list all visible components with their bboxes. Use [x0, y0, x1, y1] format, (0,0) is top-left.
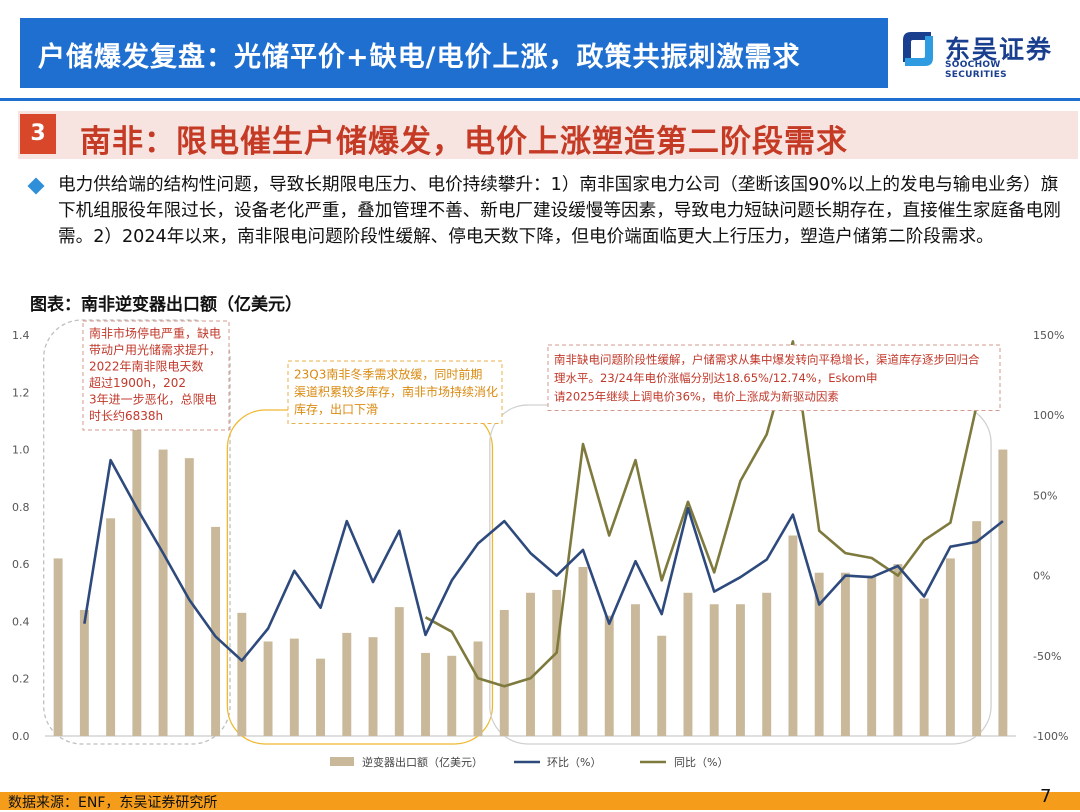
region-outline-crisis	[43, 319, 231, 745]
section-number: 3	[20, 114, 56, 154]
annotation-line: 南非缺电问题阶段性缓解，户储需求从集中爆发转向平稳增长，渠道库存逐步回归合	[554, 353, 980, 367]
annotation-line: 3年进一步恶化，总限电	[89, 393, 217, 407]
annotation-text: 23Q3南非冬季需求放缓，同时前期渠道积累较多库存，南非市场持续消化库存，出口下…	[294, 367, 498, 417]
annotation-box	[547, 344, 1001, 411]
bar-export-value	[53, 558, 63, 736]
section-banner	[18, 111, 1078, 159]
annotation-line: 请2025年继续上调电价36%，电价上涨成为新驱动因素	[554, 390, 839, 404]
right-axis-tick-label: -50%	[1033, 650, 1061, 663]
bar-export-value	[604, 615, 614, 736]
bar-export-value	[683, 592, 693, 736]
annotation-box	[287, 360, 503, 424]
bar-export-value	[919, 598, 929, 736]
annotation-text: 南非市场停电严重，缺电带动户用光储需求提升， 2022年南非限电天数超过1900h…	[89, 326, 221, 424]
bar-export-value	[316, 658, 326, 736]
bar-export-value	[368, 637, 378, 736]
left-axis-tick-label: 0.6	[12, 558, 30, 571]
annotation-line: 理水平。23/24年电价涨幅分别达18.65%/12.74%，Eskom申	[554, 371, 877, 385]
left-axis-tick-label: 1.0	[12, 444, 30, 457]
legend-label: 环比（%）	[547, 756, 601, 769]
left-axis-tick-label: 0.4	[12, 615, 30, 628]
annotation-line: 带动户用光储需求提升，	[89, 342, 221, 357]
bar-export-value	[840, 572, 850, 736]
legend-swatch-bar	[330, 757, 354, 766]
bar-export-value	[867, 575, 877, 736]
annotation-destock: 23Q3南非冬季需求放缓，同时前期渠道积累较多库存，南非市场持续消化库存，出口下…	[287, 360, 503, 424]
bar-export-value	[552, 589, 562, 736]
right-axis-tick-label: 50%	[1033, 489, 1057, 502]
bar-export-value	[788, 535, 798, 736]
header-bar	[20, 18, 888, 88]
bar-export-value	[709, 604, 719, 736]
bar-export-value	[79, 609, 89, 736]
annotation-line: 南非市场停电严重，缺电	[89, 326, 221, 341]
left-axis-tick-label: 0.2	[12, 673, 30, 686]
bar-export-value	[447, 655, 457, 736]
bar-export-value	[473, 641, 483, 736]
bar-export-value	[998, 449, 1008, 736]
footer-bar	[0, 792, 1080, 810]
right-axis-tick-label: 100%	[1033, 409, 1064, 422]
bar-export-value	[762, 592, 772, 736]
line-yoy-series	[424, 340, 978, 688]
bar-export-value	[106, 518, 116, 736]
bar-export-value	[394, 607, 404, 736]
bar-export-value	[263, 641, 273, 736]
right-axis-tick-label: 0%	[1033, 570, 1050, 583]
bullet-diamond-icon	[27, 177, 45, 195]
annotation-price: 南非缺电问题阶段性缓解，户储需求从集中爆发转向平稳增长，渠道库存逐步回归合理水平…	[547, 344, 1001, 411]
page-title: 户储爆发复盘：光储平价+缺电/电价上涨，政策共振刺激需求	[38, 42, 801, 73]
left-axis-tick-label: 0.8	[12, 501, 30, 514]
bar-export-value	[657, 635, 667, 736]
header-divider	[0, 98, 1080, 101]
annotation-line: 23Q3南非冬季需求放缓，同时前期	[294, 367, 482, 382]
annotation-line: 时长约6838h	[89, 408, 163, 423]
bar-export-value	[421, 652, 430, 736]
annotation-line: 超过1900h，202	[89, 375, 186, 390]
line-mom-series	[83, 458, 1004, 662]
bar-export-value	[211, 526, 221, 736]
page-number: 7	[1040, 786, 1052, 807]
bar-export-value	[631, 604, 640, 736]
bar-export-value	[184, 458, 194, 736]
right-axis-tick-label: 150%	[1033, 329, 1064, 342]
chart-title: 图表：南非逆变器出口额（亿美元）	[30, 295, 302, 315]
data-source: 数据来源：ENF，东吴证券研究所	[8, 795, 218, 811]
company-logo: 东吴证券 SOOCHOW SECURITIES	[895, 26, 1065, 80]
bar-export-value	[945, 558, 955, 736]
annotation-line: 渠道积累较多库存，南非市场持续消化	[294, 384, 498, 399]
bar-export-value	[578, 567, 588, 736]
bar-export-value	[814, 572, 824, 736]
logo-mark-icon	[903, 32, 933, 66]
bar-export-value	[342, 632, 352, 736]
right-axis-tick-label: -100%	[1033, 730, 1068, 743]
legend-label: 逆变器出口额（亿美元）	[362, 755, 483, 769]
annotation-line: 2022年南非限电天数	[89, 359, 204, 374]
annotation-line: 库存，出口下滑	[294, 402, 378, 417]
logo-name-cn: 东吴证券	[945, 35, 1054, 64]
left-axis-tick-label: 1.4	[12, 329, 30, 342]
bar-export-value	[289, 638, 299, 736]
bar-export-value	[893, 564, 903, 736]
section-title: 南非：限电催生户储爆发，电价上涨塑造第二阶段需求	[80, 124, 848, 160]
bar-export-value	[972, 521, 982, 736]
legend-label: 同比（%）	[674, 756, 728, 769]
bar-export-value	[526, 592, 535, 736]
body-paragraph: 电力供给端的结构性问题，导致长期限电压力、电价持续攀升：1）南非国家电力公司（垄…	[58, 175, 1061, 247]
annotation-crisis: 南非市场停电严重，缺电带动户用光储需求提升， 2022年南非限电天数超过1900h…	[82, 320, 230, 431]
bar-export-value	[735, 604, 745, 736]
bar-export-value	[158, 449, 168, 736]
bar-export-value	[499, 609, 509, 736]
inverter-export-chart: 0.0 0.2 0.4 0.6 0.8 1.0 1.2 1.4 -100% -50% 0% 50% 10…	[12, 319, 1068, 769]
bar-export-value	[237, 612, 247, 736]
left-axis-tick-label: 0.0	[12, 730, 30, 743]
logo-name-en: SOOCHOW SECURITIES	[945, 60, 1007, 80]
left-axis-tick-label: 1.2	[12, 386, 30, 399]
annotation-box	[82, 320, 230, 431]
annotation-text: 南非缺电问题阶段性缓解，户储需求从集中爆发转向平稳增长，渠道库存逐步回归合理水平…	[554, 353, 980, 404]
bar-export-value	[132, 386, 142, 736]
